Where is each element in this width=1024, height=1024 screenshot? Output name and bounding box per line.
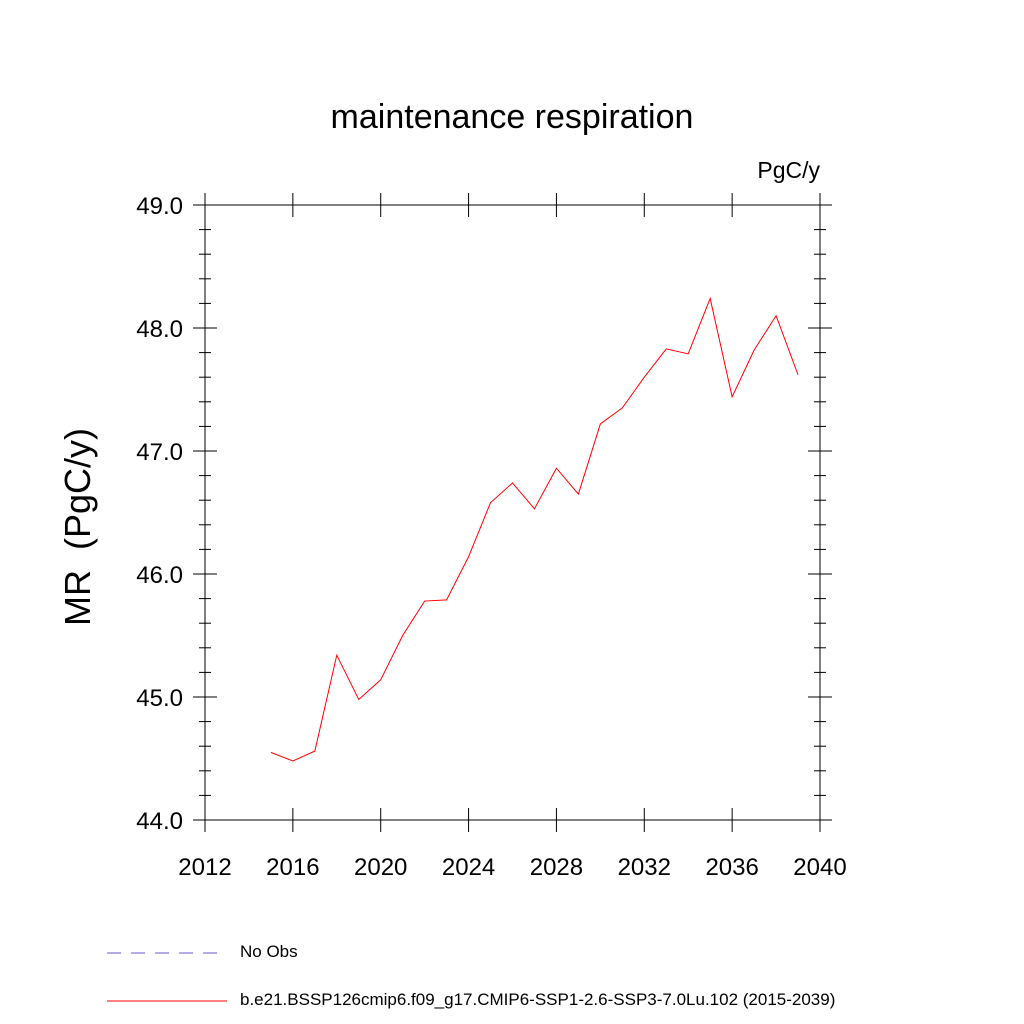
chart-title: maintenance respiration: [330, 98, 694, 136]
x-tick-label: 2040: [793, 854, 846, 881]
legend-label-no-obs: No Obs: [240, 942, 298, 961]
plot-frame: [204, 204, 821, 821]
units-label: PgC/y: [757, 157, 820, 183]
axis-ticks: 2012 2016 2020 2024 2028 2032 2036 2040 44.0 45.0…: [136, 193, 847, 881]
x-tick-label: 2016: [266, 854, 319, 881]
y-tick-label: 48.0: [136, 316, 183, 343]
x-tick-label: 2032: [618, 854, 671, 881]
x-tick-label: 2036: [705, 854, 758, 881]
y-tick-label: 47.0: [136, 439, 183, 466]
legend-swatch-model: [107, 1000, 227, 1002]
y-tick-label: 46.0: [136, 562, 183, 589]
series-line-1: [270, 296, 799, 762]
data-lines: [270, 296, 799, 762]
x-tick-label: 2024: [442, 854, 495, 881]
x-tick-label: 2020: [354, 854, 407, 881]
y-tick-label: 45.0: [136, 685, 183, 712]
legend-swatch-no-obs: [107, 952, 217, 954]
x-tick-label: 2012: [178, 854, 231, 881]
x-tick-label: 2028: [530, 854, 583, 881]
legend-label-model: b.e21.BSSP126cmip6.f09_g17.CMIP6-SSP1-2.…: [240, 990, 836, 1009]
y-tick-label: 44.0: [136, 808, 183, 835]
y-tick-label: 49.0: [136, 193, 183, 220]
